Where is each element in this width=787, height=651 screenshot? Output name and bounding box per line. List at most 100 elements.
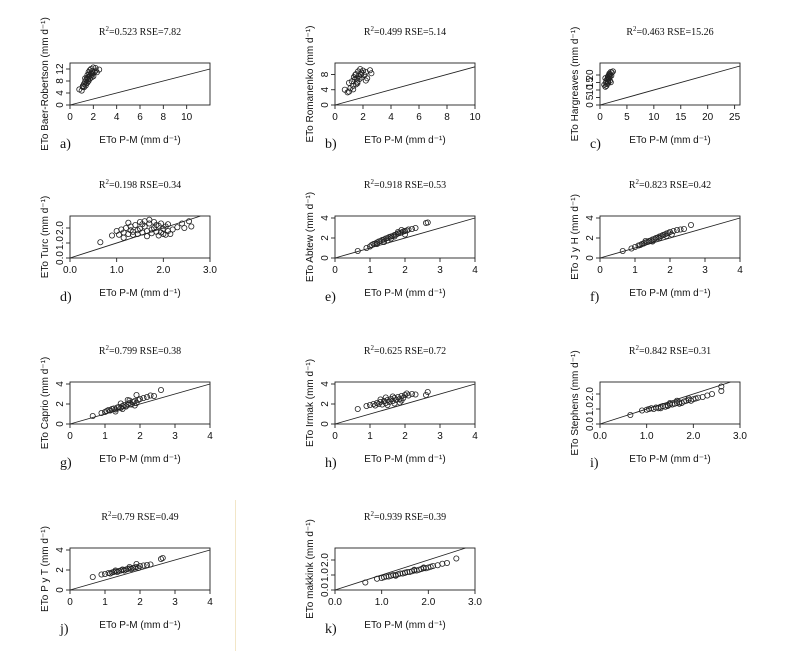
data-point (133, 391, 140, 398)
x-axis-label: ETo P-M (mm d⁻¹) (364, 288, 445, 299)
data-point (143, 562, 150, 569)
data-point (178, 220, 185, 227)
data-point (92, 67, 99, 74)
data-point (405, 392, 412, 399)
data-point (358, 69, 365, 76)
data-point (112, 567, 119, 574)
data-point (169, 226, 176, 233)
y-tick-label: 4 (55, 547, 66, 553)
data-point (401, 569, 408, 576)
y-axis-label: ETo P y T (mm d⁻¹) (40, 526, 51, 612)
data-point (607, 79, 614, 86)
data-point (362, 77, 369, 84)
y-tick-label: 4 (55, 90, 66, 96)
y-tick-label: 0 (585, 102, 596, 108)
data-point (366, 67, 373, 74)
y-axis-label: ETo Hargreaves (mm d⁻¹) (570, 27, 581, 142)
data-point (453, 555, 460, 562)
panel-j: 0 1 2 3 4 0 2 4 R2=0.79 RSE=0.49 ETo P y T (mm d⁻… (40, 510, 213, 637)
data-point (133, 561, 140, 568)
data-point (125, 219, 132, 226)
data-point (382, 394, 389, 401)
reference-line (334, 547, 466, 591)
x-tick-label: 2 (137, 597, 143, 608)
data-point (709, 390, 716, 397)
y-axis-label: ETo J y H (mm d⁻¹) (570, 194, 581, 280)
panel-e: 0 1 2 3 4 0 2 4 R2=0.918 RSE=0.53 ETo Abtew (mm d… (305, 178, 478, 305)
y-axis-label: ETo Turc (mm d⁻¹) (40, 196, 51, 279)
data-point (412, 391, 419, 398)
data-point (157, 229, 164, 236)
data-point (670, 227, 677, 234)
panel-letter: i) (590, 456, 599, 471)
fit-statistics: R2=0.842 RSE=0.31 (629, 344, 711, 357)
y-tick-label: 0 (55, 587, 66, 593)
data-point (167, 230, 174, 237)
y-tick-label: 4 (320, 87, 331, 93)
panel-letter: e) (325, 290, 336, 305)
x-axis-label: ETo P-M (mm d⁻¹) (629, 288, 710, 299)
plot-box (334, 62, 476, 106)
panel-letter: d) (60, 290, 72, 305)
data-point (126, 564, 133, 571)
x-tick-label: 4 (737, 265, 743, 276)
data-point (424, 388, 431, 395)
data-point (139, 221, 146, 228)
data-point (120, 234, 127, 241)
data-point (119, 405, 126, 412)
data-point (422, 391, 429, 398)
data-point (405, 226, 412, 233)
data-point (668, 231, 675, 238)
x-tick-label: 2.0 (686, 431, 700, 442)
data-point (674, 397, 681, 404)
panel-letter: a) (60, 137, 71, 152)
x-tick-label: 1 (102, 431, 108, 442)
x-tick-label: 4 (114, 112, 120, 123)
y-tick-label: 0.0 (55, 251, 66, 265)
data-point (354, 80, 361, 87)
y-axis-label: ETo Abtew (mm d⁻¹) (305, 192, 316, 282)
panel-letter: f) (590, 290, 600, 305)
data-point (681, 225, 688, 232)
x-tick-label: 3 (172, 431, 178, 442)
x-tick-label: 3 (702, 265, 708, 276)
data-point (131, 402, 138, 409)
x-tick-label: 0 (332, 265, 338, 276)
reference-line (69, 215, 201, 259)
y-tick-label: 2.0 (585, 387, 596, 401)
x-axis-label: ETo P-M (mm d⁻¹) (99, 135, 180, 146)
panel-letter: b) (325, 137, 337, 152)
data-point (656, 234, 663, 241)
x-tick-label: 2.0 (156, 265, 170, 276)
data-point (401, 231, 408, 238)
data-point (89, 71, 96, 78)
x-tick-label: 2.0 (421, 597, 435, 608)
y-tick-label: 4 (320, 381, 331, 387)
x-tick-label: 1.0 (110, 265, 124, 276)
x-axis-label: ETo P-M (mm d⁻¹) (99, 620, 180, 631)
panel-letter: k) (325, 622, 337, 637)
x-tick-label: 3 (172, 597, 178, 608)
data-point (117, 400, 124, 407)
panel-letter: j) (59, 622, 69, 637)
x-tick-label: 0 (332, 431, 338, 442)
x-tick-label: 1 (367, 431, 373, 442)
y-tick-label: 1.0 (585, 402, 596, 416)
panel-d: 0.0 1.0 2.0 3.00.01.02.0R2=0.198 RSE=0.34ET… (40, 178, 217, 305)
data-point (354, 247, 361, 254)
data-point (619, 247, 626, 254)
data-point (96, 66, 103, 73)
data-point (674, 226, 681, 233)
x-tick-label: 3 (437, 431, 443, 442)
reference-line (599, 65, 741, 106)
y-tick-label: 12 (55, 63, 66, 75)
x-tick-label: 3 (437, 265, 443, 276)
y-tick-label: 20 (585, 69, 596, 81)
panel-f: 0 1 2 3 4 0 2 4 R2=0.823 RSE=0.42 ETo J y H (mm d… (570, 178, 743, 305)
data-point (90, 73, 97, 80)
data-point (119, 566, 126, 573)
data-point (677, 226, 684, 233)
data-point (383, 573, 390, 580)
y-tick-label: 0.0 (585, 417, 596, 431)
